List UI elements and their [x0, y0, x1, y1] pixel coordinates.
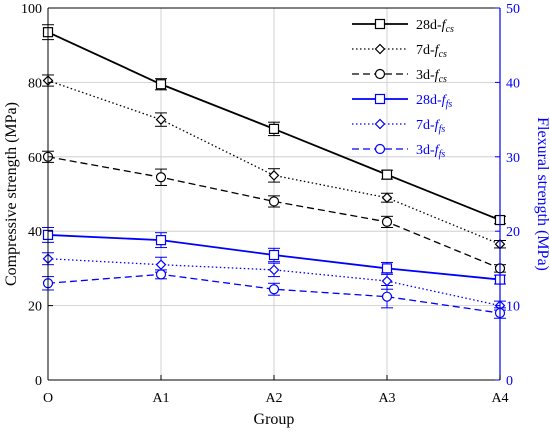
x-tick-label: O [43, 391, 53, 406]
circle-marker [268, 196, 280, 207]
diamond-marker [374, 43, 386, 55]
diamond-marker [381, 192, 393, 204]
square-marker [155, 79, 167, 90]
y-left-tick-label: 40 [28, 225, 42, 240]
legend-label: 7d-ffs [416, 118, 445, 135]
diamond-marker [374, 118, 386, 130]
legend-label: 28d-ffs [416, 93, 452, 110]
legend-entry: 7d-ffs [352, 118, 445, 135]
y-right-tick-label: 10 [506, 300, 520, 315]
legend-label: 3d-ffs [416, 143, 445, 160]
y-left-tick-label: 60 [28, 151, 42, 166]
square-marker [268, 123, 280, 135]
series-line [47, 273, 501, 314]
square-marker [374, 93, 386, 105]
square-marker [268, 249, 280, 261]
legend-entry: 28d-fcs [352, 18, 454, 35]
y-right-tick-label: 20 [506, 225, 520, 240]
legend-label: 7d-fcs [416, 43, 447, 60]
circle-marker [381, 216, 393, 227]
y-right-tick-label: 50 [506, 2, 520, 17]
square-marker [155, 235, 167, 246]
x-tick-label: A1 [152, 391, 169, 406]
diamond-marker [268, 264, 280, 276]
grid [48, 8, 500, 380]
circle-marker [268, 284, 280, 295]
legend-entry: 7d-fcs [352, 43, 447, 60]
diamond-marker [268, 170, 280, 181]
diamond-marker [155, 259, 167, 271]
circle-marker [374, 68, 386, 80]
legend: 28d-fcs 7d-fcs 3d-fcs 28d-ffs 7d-ffs 3d-ffs [352, 18, 454, 160]
y-axis-left-title: Compressive strength (MPa) [3, 102, 20, 286]
square-marker [381, 263, 393, 274]
y-left-tick-label: 0 [35, 374, 42, 389]
series-7d-fcs [42, 74, 506, 250]
legend-label: 28d-fcs [416, 18, 454, 35]
x-tick-label: A2 [265, 391, 282, 406]
x-tick-label: A4 [491, 391, 508, 406]
square-marker [374, 18, 386, 30]
diamond-marker [155, 114, 167, 125]
square-marker [381, 169, 393, 180]
y-right-tick-label: 40 [506, 76, 520, 91]
circle-marker [374, 143, 386, 155]
y-left-tick-label: 80 [28, 76, 42, 91]
circle-marker [381, 291, 393, 302]
x-tick-label: A3 [378, 391, 395, 406]
legend-entry: 3d-ffs [352, 143, 445, 160]
legend-entry: 28d-ffs [352, 93, 452, 110]
series-line [47, 156, 501, 270]
diamond-marker [381, 275, 393, 287]
y-left-tick-label: 100 [21, 2, 42, 17]
y-right-tick-label: 0 [506, 374, 513, 389]
x-axis-title: Group [254, 411, 295, 428]
circle-marker [155, 269, 167, 280]
axes: 0 20 40 60 80 100 0 10 20 30 40 50 O A1 A2 A3 A4 [21, 2, 520, 406]
legend-entry: 3d-fcs [352, 68, 447, 85]
legend-label: 3d-fcs [416, 68, 447, 85]
circle-marker [155, 172, 167, 183]
y-right-tick-label: 30 [506, 151, 520, 166]
y-left-tick-label: 20 [28, 300, 42, 315]
y-axis-right-title: Flexural strength (MPa) [534, 117, 550, 271]
